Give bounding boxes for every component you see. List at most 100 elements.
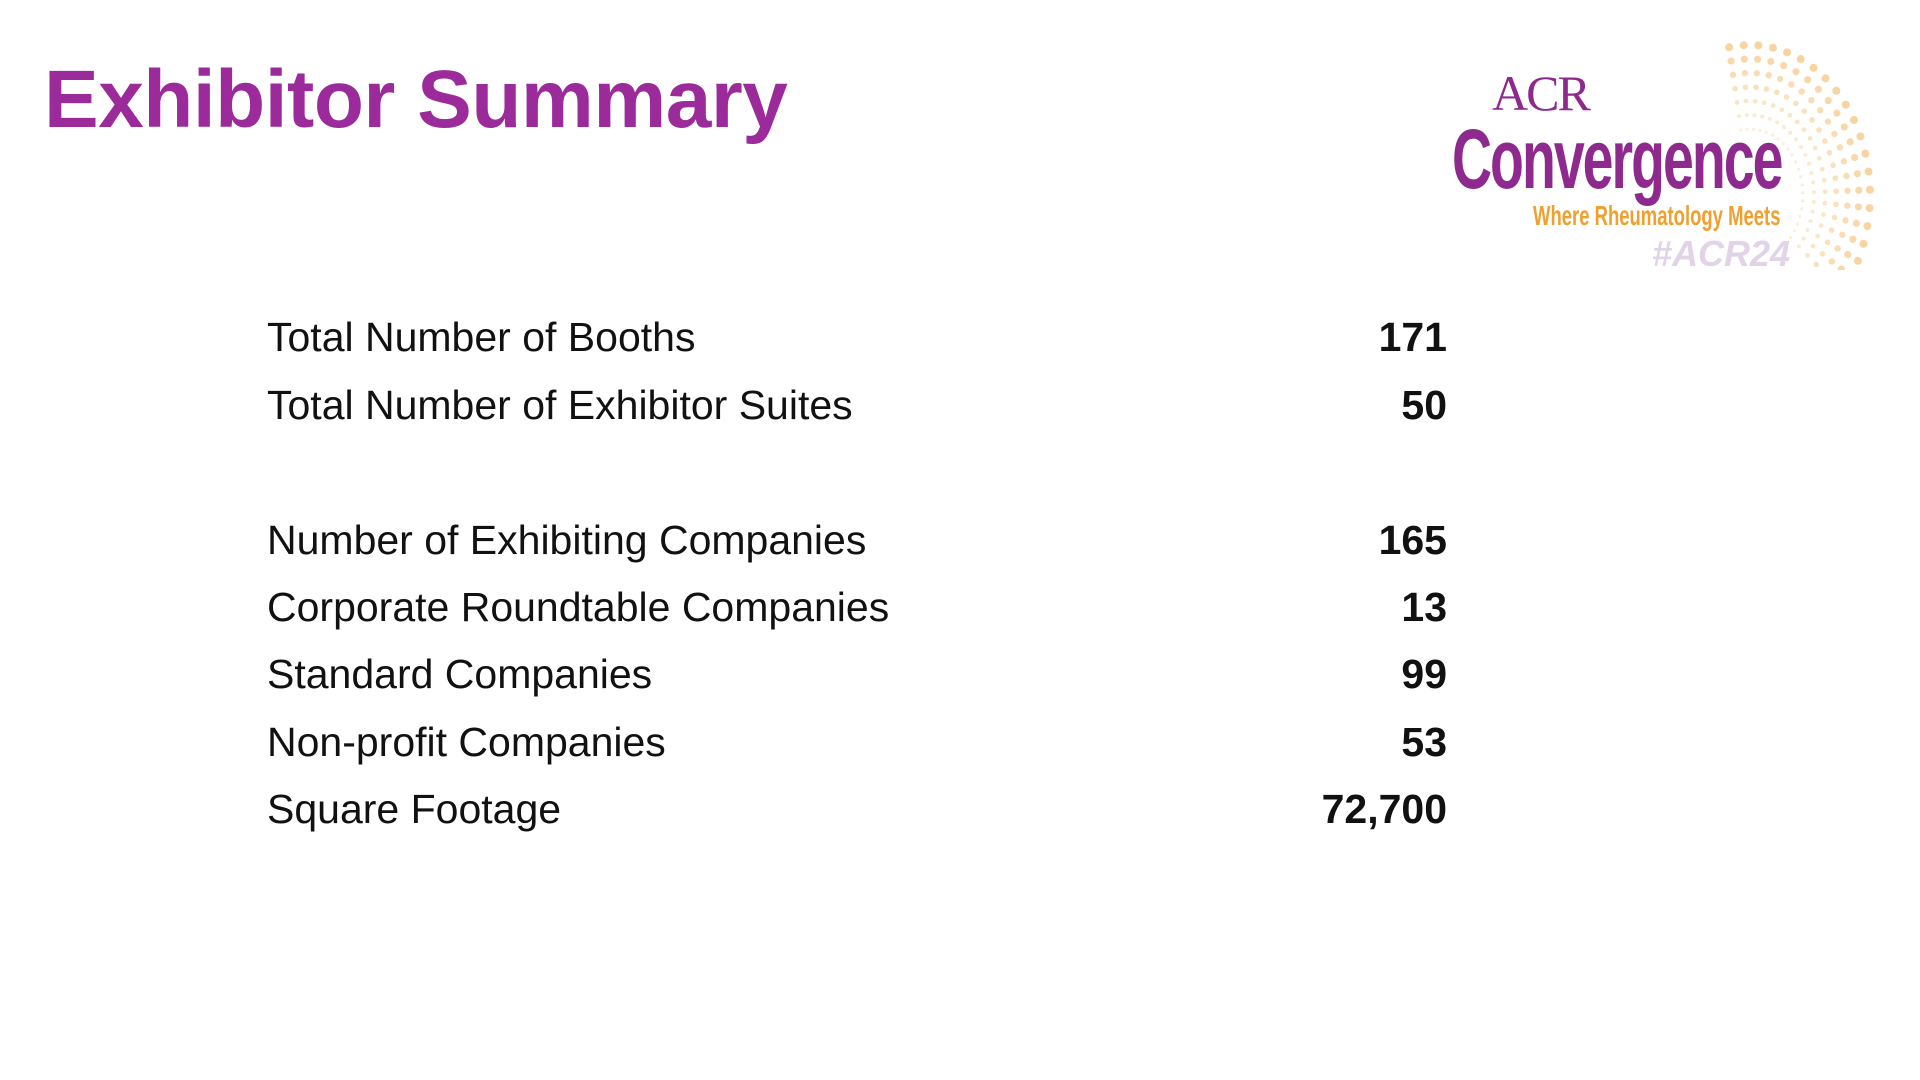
decorative-dot <box>1760 114 1765 119</box>
decorative-dot <box>1826 150 1833 156</box>
logo-hashtag: #ACR24 <box>1652 233 1791 274</box>
row-value: 53 <box>1401 719 1447 765</box>
decorative-dot <box>1824 96 1832 105</box>
decorative-dot <box>1788 130 1793 135</box>
decorative-dot <box>1752 127 1756 131</box>
row-label: Number of Exhibiting Companies <box>267 517 867 563</box>
decorative-dot <box>1824 239 1831 246</box>
decorative-dot <box>1811 180 1816 185</box>
summary-row-exhibiting: Number of Exhibiting Companies 165 <box>267 515 1447 565</box>
decorative-dot <box>1725 43 1734 52</box>
decorative-dot <box>1775 120 1780 125</box>
decorative-dot <box>1797 167 1801 171</box>
decorative-dot <box>1734 100 1740 105</box>
decorative-dot <box>1821 177 1827 183</box>
decorative-dot <box>1831 214 1838 221</box>
decorative-dot <box>1758 128 1762 132</box>
decorative-dot <box>1811 199 1816 204</box>
decorative-dot <box>1803 153 1808 157</box>
decorative-dot <box>1786 147 1790 151</box>
decorative-dot <box>1834 245 1841 252</box>
row-value: 13 <box>1401 584 1447 630</box>
decorative-dot <box>1753 55 1762 63</box>
decorative-dot <box>1821 74 1830 83</box>
decorative-dot <box>1736 114 1741 119</box>
summary-row-nonprofit: Non-profit Companies 53 <box>267 717 1447 767</box>
decorative-dot <box>1804 76 1812 84</box>
decorative-dot <box>1844 251 1852 259</box>
decorative-dot <box>1805 228 1810 233</box>
decorative-dot <box>1753 84 1759 91</box>
decorative-dot <box>1805 253 1811 258</box>
decorative-dot <box>1839 231 1846 238</box>
decorative-dot <box>1853 170 1862 178</box>
decorative-dot <box>1739 128 1743 132</box>
decorative-dot <box>1806 161 1811 166</box>
decorative-dot <box>1841 100 1850 109</box>
decorative-dot <box>1807 136 1813 141</box>
decorative-dot <box>1814 85 1823 93</box>
decorative-dot <box>1798 88 1805 95</box>
decorative-dot <box>1808 219 1813 224</box>
decorative-dot <box>1800 199 1805 203</box>
decorative-dot <box>1744 113 1749 118</box>
decorative-dot <box>1794 160 1798 164</box>
decorative-dot <box>1743 98 1749 104</box>
decorative-dot <box>1844 187 1851 194</box>
decorative-dot <box>1817 107 1824 114</box>
decorative-dot <box>1810 243 1816 249</box>
decorative-dot <box>1754 41 1763 50</box>
decorative-dot <box>1849 116 1858 124</box>
decorative-dot <box>1742 84 1749 90</box>
decorative-dot <box>1844 202 1851 209</box>
decorative-dot <box>1840 123 1848 131</box>
decorative-dot <box>1816 155 1822 161</box>
row-label: Total Number of Booths <box>267 314 696 360</box>
decorative-dot <box>1828 227 1835 233</box>
decorative-dot <box>1852 219 1861 227</box>
summary-row-suites: Total Number of Exhibitor Suites 50 <box>267 380 1447 430</box>
decorative-dot <box>1800 183 1804 187</box>
decorative-dot <box>1815 233 1820 239</box>
decorative-dot <box>1796 55 1805 64</box>
decorative-dot <box>1833 188 1840 195</box>
summary-row-square-footage: Square Footage 72,700 <box>267 784 1447 834</box>
decorative-dot <box>1810 209 1815 214</box>
decorative-dot <box>1809 170 1814 175</box>
page-title: Exhibitor Summary <box>44 54 788 145</box>
decorative-dot <box>1783 48 1792 57</box>
decorative-dot <box>1855 186 1863 194</box>
decorative-dot <box>1853 256 1862 265</box>
decorative-dot <box>1794 119 1800 125</box>
summary-row-booths: Total Number of Booths 171 <box>267 312 1447 362</box>
decorative-dot <box>1752 98 1758 104</box>
decorative-dot <box>1830 162 1836 169</box>
decorative-dot <box>1761 100 1767 106</box>
decorative-dot <box>1776 75 1784 83</box>
row-label: Corporate Roundtable Companies <box>267 584 890 630</box>
decorative-dot <box>1808 96 1815 104</box>
decorative-dot <box>1859 239 1868 248</box>
decorative-dot <box>1865 185 1874 194</box>
decorative-dot <box>1729 71 1737 79</box>
decorative-dot <box>1833 201 1839 208</box>
row-value: 165 <box>1378 517 1447 563</box>
summary-row-standard: Standard Companies 99 <box>267 649 1447 699</box>
decorative-dot <box>1799 144 1804 149</box>
decorative-dot <box>1790 153 1794 157</box>
decorative-dot <box>1801 191 1805 195</box>
decorative-dot <box>1801 236 1806 241</box>
decorative-dot <box>1863 222 1872 231</box>
decorative-dot <box>1781 142 1785 146</box>
decorative-dot <box>1819 166 1825 172</box>
decorative-dot <box>1781 125 1786 130</box>
decorative-dot <box>1819 251 1826 257</box>
decorative-dot <box>1788 81 1795 88</box>
row-value: 171 <box>1378 314 1447 360</box>
decorative-dot <box>1732 85 1738 92</box>
decorative-dot <box>1836 144 1844 151</box>
decorative-dot <box>1797 244 1802 249</box>
decorative-dot <box>1773 89 1780 96</box>
decorative-dot <box>1792 229 1796 233</box>
row-value: 99 <box>1401 651 1447 697</box>
